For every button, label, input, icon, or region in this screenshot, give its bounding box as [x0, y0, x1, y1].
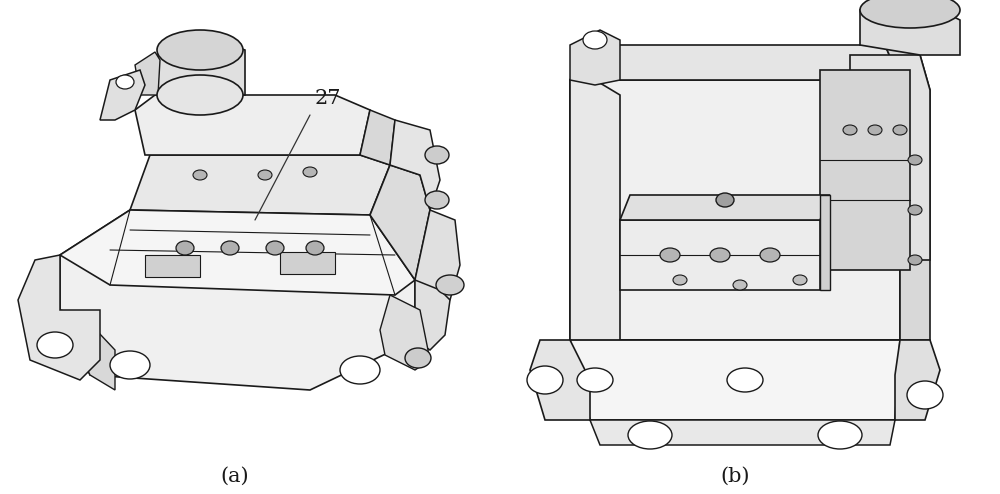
Ellipse shape	[907, 381, 943, 409]
Polygon shape	[18, 255, 100, 380]
Polygon shape	[860, 10, 960, 55]
Ellipse shape	[340, 356, 380, 384]
Polygon shape	[415, 210, 460, 300]
Ellipse shape	[908, 205, 922, 215]
Ellipse shape	[628, 421, 672, 449]
Ellipse shape	[425, 191, 449, 209]
Ellipse shape	[818, 421, 862, 449]
Ellipse shape	[266, 241, 284, 255]
Ellipse shape	[733, 280, 747, 290]
Ellipse shape	[716, 193, 734, 207]
Ellipse shape	[660, 248, 680, 262]
Polygon shape	[130, 155, 390, 215]
Ellipse shape	[908, 255, 922, 265]
Ellipse shape	[157, 75, 243, 115]
Ellipse shape	[303, 167, 317, 177]
Polygon shape	[850, 55, 930, 260]
Ellipse shape	[727, 368, 763, 392]
Polygon shape	[570, 30, 620, 85]
Polygon shape	[820, 195, 830, 290]
Polygon shape	[60, 210, 415, 295]
Ellipse shape	[258, 170, 272, 180]
Polygon shape	[885, 45, 930, 340]
Ellipse shape	[425, 146, 449, 164]
Polygon shape	[565, 340, 625, 390]
Ellipse shape	[527, 366, 563, 394]
Polygon shape	[820, 70, 910, 270]
Polygon shape	[570, 80, 900, 340]
Polygon shape	[60, 210, 415, 390]
Polygon shape	[158, 45, 245, 95]
Polygon shape	[100, 70, 145, 120]
Ellipse shape	[157, 30, 243, 70]
Ellipse shape	[673, 275, 687, 285]
Ellipse shape	[176, 241, 194, 255]
Polygon shape	[530, 340, 590, 420]
Polygon shape	[135, 52, 160, 95]
Text: 27: 27	[315, 89, 342, 108]
Polygon shape	[590, 420, 895, 445]
Text: (a): (a)	[221, 467, 249, 486]
Polygon shape	[60, 310, 115, 390]
Polygon shape	[895, 340, 940, 420]
Polygon shape	[570, 80, 620, 355]
Ellipse shape	[306, 241, 324, 255]
Ellipse shape	[405, 348, 431, 368]
Ellipse shape	[577, 368, 613, 392]
Ellipse shape	[221, 241, 239, 255]
Polygon shape	[620, 220, 820, 290]
Polygon shape	[570, 45, 900, 80]
Bar	[145, 255, 200, 277]
Ellipse shape	[116, 75, 134, 89]
Ellipse shape	[583, 31, 607, 49]
Text: (b): (b)	[720, 467, 750, 486]
Ellipse shape	[908, 155, 922, 165]
Polygon shape	[415, 255, 450, 350]
Ellipse shape	[860, 0, 960, 28]
Ellipse shape	[760, 248, 780, 262]
Ellipse shape	[110, 351, 150, 379]
Polygon shape	[390, 120, 440, 210]
Ellipse shape	[436, 275, 464, 295]
Polygon shape	[360, 110, 395, 165]
Ellipse shape	[893, 125, 907, 135]
Bar	[280, 252, 335, 274]
Ellipse shape	[843, 125, 857, 135]
Ellipse shape	[793, 275, 807, 285]
Ellipse shape	[868, 125, 882, 135]
Ellipse shape	[193, 170, 207, 180]
Polygon shape	[370, 165, 430, 280]
Polygon shape	[620, 195, 830, 220]
Polygon shape	[570, 340, 900, 420]
Polygon shape	[135, 95, 370, 155]
Polygon shape	[380, 295, 430, 370]
Ellipse shape	[37, 332, 73, 358]
Ellipse shape	[710, 248, 730, 262]
